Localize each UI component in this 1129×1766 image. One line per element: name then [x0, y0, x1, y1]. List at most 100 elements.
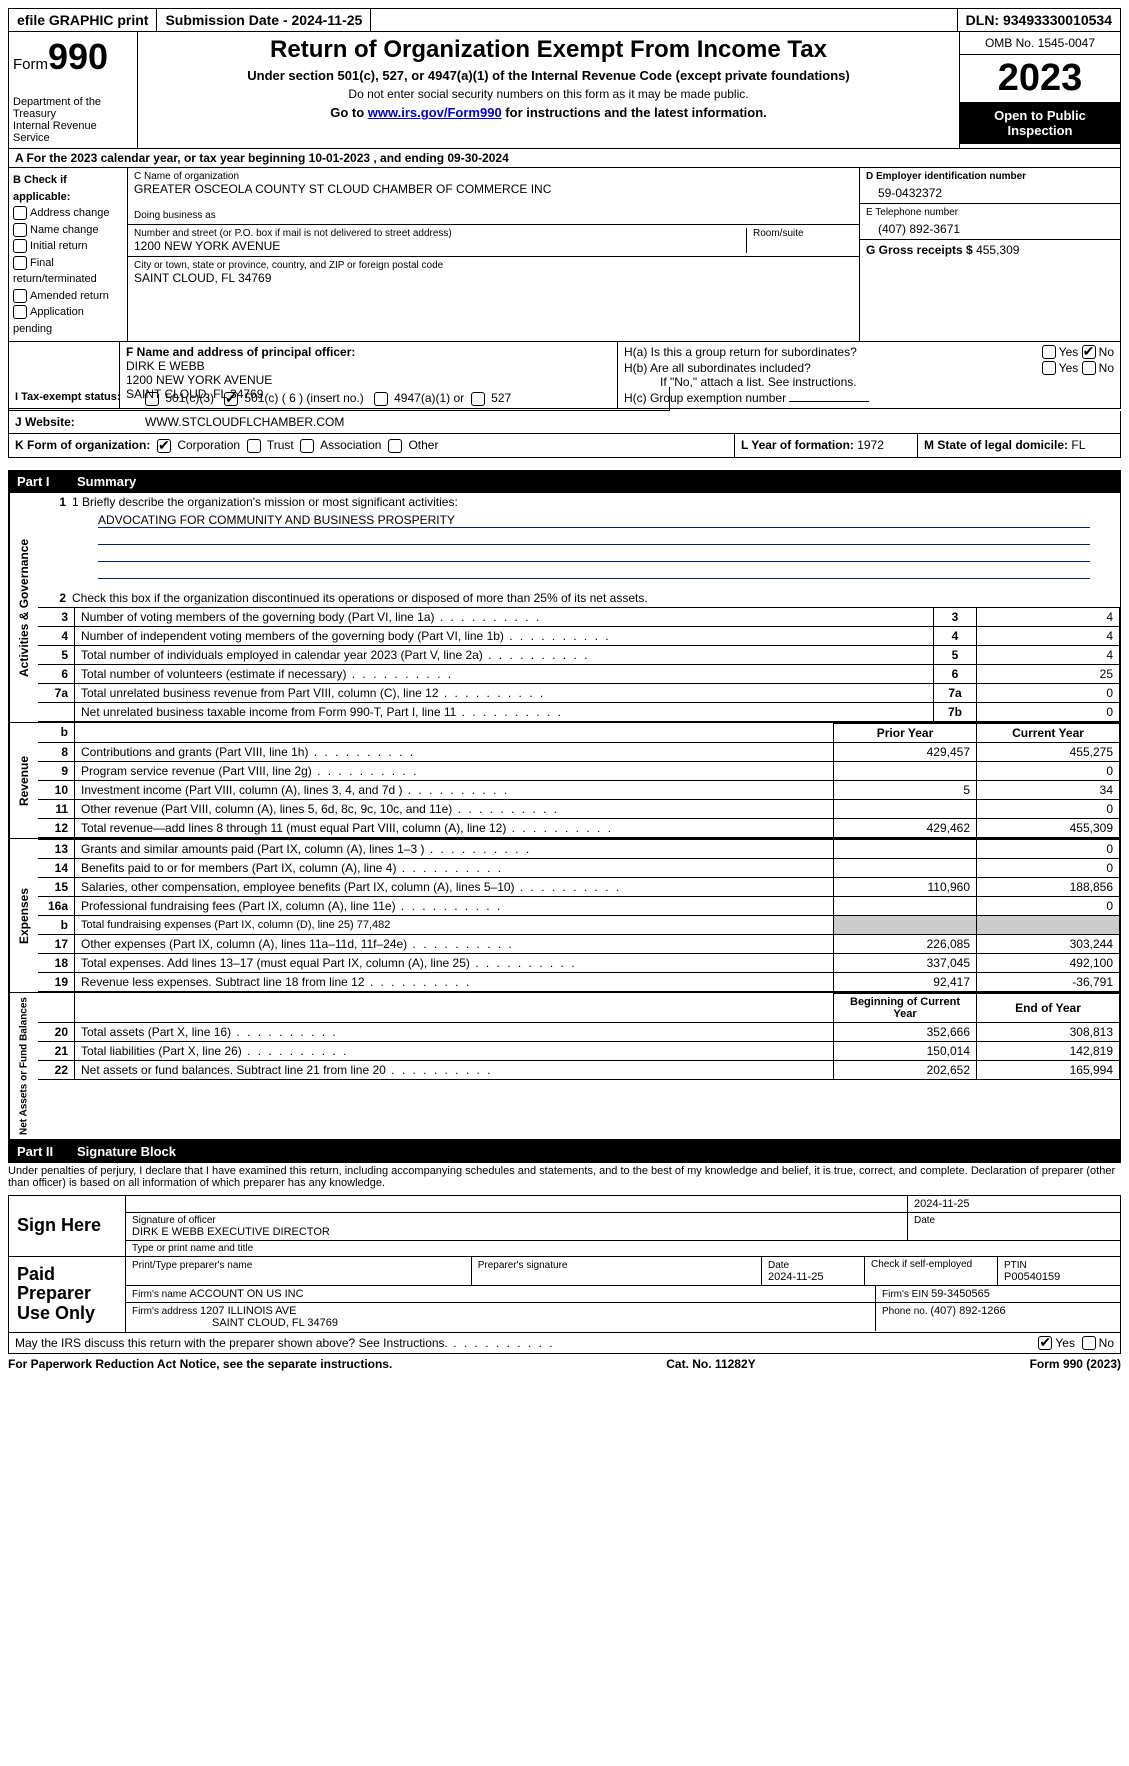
sig-officer-name: DIRK E WEBB EXECUTIVE DIRECTOR — [132, 1226, 901, 1238]
year-formation-label: L Year of formation: — [741, 438, 857, 452]
footer-left: For Paperwork Reduction Act Notice, see … — [8, 1357, 392, 1371]
status-opts: 501(c)(3) 501(c) ( 6 ) (insert no.) 4947… — [139, 387, 669, 410]
ha-yes: Yes — [1059, 345, 1079, 359]
chk-527[interactable] — [471, 392, 485, 406]
hb-no-checkbox[interactable] — [1082, 361, 1096, 375]
top-bar: efile GRAPHIC print Submission Date - 20… — [8, 8, 1121, 32]
exp-table: 13Grants and similar amounts paid (Part … — [38, 839, 1120, 992]
gov-table: 3Number of voting members of the governi… — [38, 607, 1120, 722]
col-end-year: End of Year — [977, 993, 1120, 1022]
gov-row: 5Total number of individuals employed in… — [38, 645, 1120, 664]
exp-row: 13Grants and similar amounts paid (Part … — [38, 839, 1120, 858]
opt-trust: Trust — [267, 438, 294, 452]
tax-year: 2023 — [960, 55, 1120, 102]
exp-row: 16aProfessional fundraising fees (Part I… — [38, 896, 1120, 915]
form-number: 990 — [48, 36, 108, 77]
info-grid-top: B Check if applicable: Address change Na… — [8, 168, 1121, 341]
hb-yes: Yes — [1059, 361, 1079, 375]
firm-addr1: 1207 ILLINOIS AVE — [200, 1305, 296, 1317]
gross-receipts-label: G Gross receipts $ — [866, 243, 976, 257]
box-h: H(a) Is this a group return for subordin… — [618, 342, 1120, 408]
hb-label: H(b) Are all subordinates included? — [624, 361, 1042, 375]
rev-table: b Prior Year Current Year 8Contributions… — [38, 723, 1120, 838]
exp-row: 19Revenue less expenses. Subtract line 1… — [38, 972, 1120, 991]
officer-name: DIRK E WEBB — [126, 359, 205, 373]
rev-row: 10Investment income (Part VIII, column (… — [38, 780, 1120, 799]
chk-501c[interactable] — [224, 392, 238, 406]
chk-assoc[interactable] — [300, 439, 314, 453]
penalty-text: Under penalties of perjury, I declare th… — [8, 1163, 1121, 1196]
discuss-yes-checkbox[interactable] — [1038, 1336, 1052, 1350]
opt-amended-return: Amended return — [30, 290, 109, 302]
checkbox-final-return[interactable] — [13, 256, 27, 270]
goto-link[interactable]: www.irs.gov/Form990 — [368, 105, 502, 120]
rev-header-row: b Prior Year Current Year — [38, 723, 1120, 742]
status-label-cell: I Tax-exempt status: — [9, 387, 139, 410]
col-current-year: Current Year — [977, 723, 1120, 742]
opt-name-change: Name change — [30, 224, 99, 236]
checkbox-initial-return[interactable] — [13, 239, 27, 253]
rev-col-b: b — [38, 723, 75, 742]
phone-label: E Telephone number — [866, 207, 1114, 218]
box-c: C Name of organization GREATER OSCEOLA C… — [128, 168, 860, 341]
header-left: Form990 Department of the Treasury Inter… — [9, 32, 138, 148]
col-begin-year: Beginning of Current Year — [834, 993, 977, 1022]
org-name: GREATER OSCEOLA COUNTY ST CLOUD CHAMBER … — [134, 182, 853, 196]
sig-officer-label: Signature of officer — [132, 1215, 901, 1226]
part-ii-title: Signature Block — [77, 1144, 176, 1159]
efile-print: efile GRAPHIC print — [9, 9, 157, 31]
rev-row: 8Contributions and grants (Part VIII, li… — [38, 742, 1120, 761]
website-value: WWW.STCLOUDFLCHAMBER.COM — [139, 411, 1120, 433]
hc-value — [789, 401, 869, 402]
checkbox-app-pending[interactable] — [13, 305, 27, 319]
opt-527: 527 — [491, 391, 511, 405]
section-a-taxyear: A For the 2023 calendar year, or tax yea… — [8, 149, 1121, 168]
firm-phone: (407) 892-1266 — [930, 1305, 1005, 1317]
ha-no: No — [1099, 345, 1114, 359]
dept-treasury: Department of the Treasury — [13, 96, 133, 120]
hb-yes-checkbox[interactable] — [1042, 361, 1056, 375]
section-expenses: Expenses 13Grants and similar amounts pa… — [8, 839, 1121, 993]
checkbox-address-change[interactable] — [13, 206, 27, 220]
chk-501c3[interactable] — [145, 392, 159, 406]
mission-blank-3 — [98, 564, 1090, 579]
col-prior-year: Prior Year — [834, 723, 977, 742]
org-city: SAINT CLOUD, FL 34769 — [134, 271, 853, 285]
form-label: Form — [13, 56, 48, 73]
tab-netassets: Net Assets or Fund Balances — [9, 993, 38, 1139]
chk-trust[interactable] — [247, 439, 261, 453]
website-label: J Website: — [15, 415, 75, 429]
ha-no-checkbox[interactable] — [1082, 345, 1096, 359]
discuss-no-checkbox[interactable] — [1082, 1336, 1096, 1350]
net-row: 20Total assets (Part X, line 16)352,6663… — [38, 1022, 1120, 1041]
part-i-header: Part I Summary — [8, 470, 1121, 493]
rev-row: 11Other revenue (Part VIII, column (A), … — [38, 799, 1120, 818]
gross-receipts-value: 455,309 — [976, 243, 1019, 257]
sign-date: 2024-11-25 — [908, 1196, 1120, 1212]
mission-blank-1 — [98, 530, 1090, 545]
ha-label: H(a) Is this a group return for subordin… — [624, 345, 1042, 359]
chk-corp[interactable] — [157, 439, 171, 453]
opt-other: Other — [408, 438, 438, 452]
phone-value: (407) 892-3671 — [866, 218, 1114, 236]
chk-4947[interactable] — [374, 392, 388, 406]
col-right-top: D Employer identification number 59-0432… — [860, 168, 1120, 341]
opt-501c: 501(c) ( 6 ) (insert no.) — [244, 391, 363, 405]
discuss-text: May the IRS discuss this return with the… — [15, 1336, 555, 1350]
type-name-row: Type or print name and title — [126, 1241, 1120, 1256]
footer-mid: Cat. No. 11282Y — [666, 1357, 755, 1371]
opt-501c3: 501(c)(3) — [165, 391, 214, 405]
org-name-label: C Name of organization — [134, 171, 853, 182]
submission-date: Submission Date - 2024-11-25 — [157, 9, 371, 31]
net-row: 22Net assets or fund balances. Subtract … — [38, 1060, 1120, 1079]
section-revenue: Revenue b Prior Year Current Year 8Contr… — [8, 723, 1121, 839]
ha-yes-checkbox[interactable] — [1042, 345, 1056, 359]
exp-row: 15Salaries, other compensation, employee… — [38, 877, 1120, 896]
chk-other[interactable] — [388, 439, 402, 453]
opt-4947: 4947(a)(1) or — [394, 391, 464, 405]
box-b-label: B Check if applicable: — [13, 174, 70, 203]
domicile-label: M State of legal domicile: — [924, 438, 1071, 452]
checkbox-name-change[interactable] — [13, 223, 27, 237]
checkbox-amended-return[interactable] — [13, 289, 27, 303]
form-subtitle: Under section 501(c), 527, or 4947(a)(1)… — [146, 68, 951, 83]
